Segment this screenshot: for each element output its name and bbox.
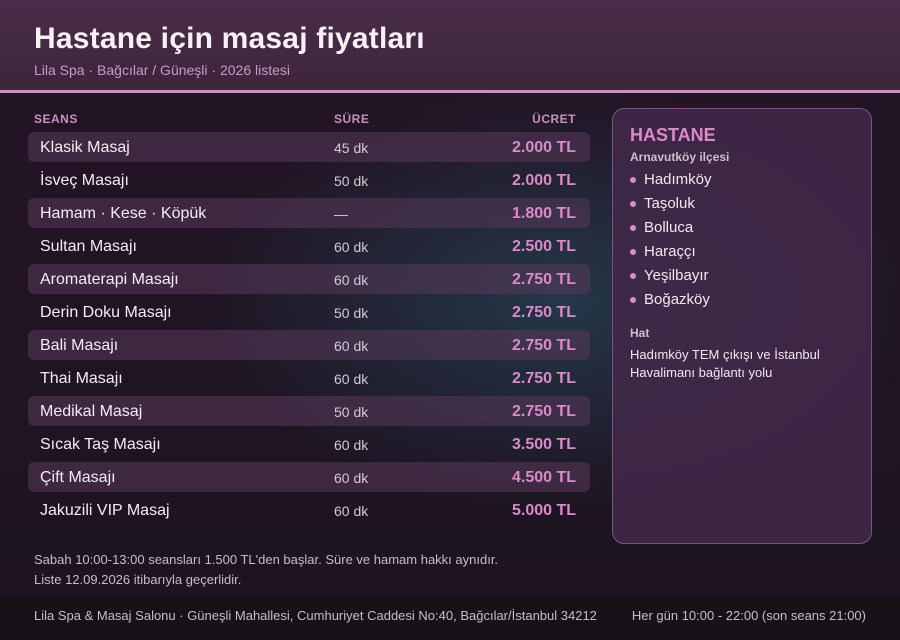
bullet-dot-icon — [630, 249, 636, 255]
session-price: 2.000 TL — [511, 139, 576, 156]
list-item: Yeşilbayır — [630, 267, 712, 291]
area-name: Hadımköy — [644, 171, 712, 188]
session-duration: 60 dk — [334, 503, 369, 519]
page-subtitle: Lila Spa · Bağcılar / Güneşli · 2026 lis… — [34, 62, 291, 78]
session-name: Medikal Masaj — [40, 403, 143, 420]
session-name: İsveç Masajı — [40, 172, 129, 189]
session-price: 2.750 TL — [511, 337, 576, 354]
area-name: Boğazköy — [644, 291, 710, 308]
session-price: 2.750 TL — [511, 403, 576, 420]
panel-title: HASTANE — [630, 125, 716, 145]
session-price: 2.750 TL — [511, 304, 576, 321]
list-item: Boğazköy — [630, 291, 712, 315]
session-price: 2.500 TL — [511, 238, 576, 255]
session-name: Aromaterapi Masajı — [40, 271, 179, 288]
area-name: Haraççı — [644, 243, 696, 260]
footer-address: Lila Spa & Masaj Salonu · Güneşli Mahall… — [34, 608, 597, 623]
session-name: Sultan Masajı — [40, 238, 137, 255]
list-item: Hadımköy — [630, 171, 712, 195]
session-name: Çift Masajı — [40, 469, 116, 486]
table-row: Sıcak Taş Masajı 60 dk 3.500 TL — [28, 429, 590, 459]
session-price: 2.000 TL — [511, 172, 576, 189]
session-name: Klasik Masaj — [40, 139, 130, 156]
session-duration: 50 dk — [334, 173, 369, 189]
session-duration: 60 dk — [334, 437, 369, 453]
session-price: 5.000 TL — [511, 502, 576, 519]
table-row: İsveç Masajı 50 dk 2.000 TL — [28, 165, 590, 195]
page-footer: Lila Spa & Masaj Salonu · Güneşli Mahall… — [0, 596, 900, 640]
table-row: Klasik Masaj 45 dk 2.000 TL — [28, 132, 590, 162]
session-price: 4.500 TL — [511, 469, 576, 486]
session-duration: 60 dk — [334, 272, 369, 288]
table-row: Aromaterapi Masajı 60 dk 2.750 TL — [28, 264, 590, 294]
table-row: Bali Masajı 60 dk 2.750 TL — [28, 330, 590, 360]
table-row: Jakuzili VIP Masaj 60 dk 5.000 TL — [28, 495, 590, 525]
footer-hours: Her gün 10:00 - 22:00 (son seans 21:00) — [631, 608, 866, 623]
list-item: Haraççı — [630, 243, 712, 267]
area-name: Taşoluk — [644, 195, 695, 212]
table-row: Medikal Masaj 50 dk 2.750 TL — [28, 396, 590, 426]
bullet-dot-icon — [630, 273, 636, 279]
page-title: Hastane için masaj fiyatları — [34, 22, 425, 55]
session-duration: 50 dk — [334, 404, 369, 420]
column-header-session: SEANS — [34, 112, 78, 126]
session-name: Jakuzili VIP Masaj — [40, 502, 170, 519]
session-price: 3.500 TL — [511, 436, 576, 453]
area-name: Bolluca — [644, 219, 694, 236]
column-header-price: ÜCRET — [532, 112, 576, 126]
session-name: Thai Masajı — [40, 370, 123, 387]
panel-subtitle: Arnavutköy ilçesi — [630, 150, 730, 164]
session-duration: 60 dk — [334, 470, 369, 486]
session-price: 2.750 TL — [511, 271, 576, 288]
session-name: Hamam · Kese · Köpük — [40, 205, 207, 222]
session-duration: 60 dk — [334, 239, 369, 255]
list-item: Taşoluk — [630, 195, 712, 219]
session-name: Sıcak Taş Masajı — [40, 436, 161, 453]
area-list: Hadımköy Taşoluk Bolluca Haraççı Yeşilba… — [630, 171, 712, 315]
hospital-area-panel: HASTANE Arnavutköy ilçesi Hadımköy Taşol… — [612, 108, 872, 544]
list-item: Bolluca — [630, 219, 712, 243]
bullet-dot-icon — [630, 225, 636, 231]
bullet-dot-icon — [630, 297, 636, 303]
session-duration: 60 dk — [334, 371, 369, 387]
session-duration: 60 dk — [334, 338, 369, 354]
route-description: Hadımköy TEM çıkışı ve İstanbul Havalima… — [630, 347, 820, 380]
session-price: 1.800 TL — [511, 205, 576, 222]
session-duration: 50 dk — [334, 305, 369, 321]
page-header: Hastane için masaj fiyatları Lila Spa · … — [0, 0, 900, 93]
session-duration: — — [334, 206, 348, 222]
bullet-dot-icon — [630, 201, 636, 207]
session-price: 2.750 TL — [511, 370, 576, 387]
session-name: Bali Masajı — [40, 337, 119, 354]
validity-note: Liste 12.09.2026 itibarıyla geçerlidir. — [34, 572, 242, 587]
route-label: Hat — [630, 326, 650, 340]
session-duration: 45 dk — [334, 140, 369, 156]
table-row: Thai Masajı 60 dk 2.750 TL — [28, 363, 590, 393]
table-row: Hamam · Kese · Köpük — 1.800 TL — [28, 198, 590, 228]
table-row: Sultan Masajı 60 dk 2.500 TL — [28, 231, 590, 261]
table-row: Derin Doku Masajı 50 dk 2.750 TL — [28, 297, 590, 327]
morning-pricing-note: Sabah 10:00-13:00 seansları 1.500 TL'den… — [34, 552, 499, 567]
price-table: Klasik Masaj 45 dk 2.000 TL İsveç Masajı… — [28, 132, 590, 528]
area-name: Yeşilbayır — [644, 267, 709, 284]
table-row: Çift Masajı 60 dk 4.500 TL — [28, 462, 590, 492]
bullet-dot-icon — [630, 177, 636, 183]
column-header-duration: SÜRE — [334, 112, 370, 126]
session-name: Derin Doku Masajı — [40, 304, 172, 321]
